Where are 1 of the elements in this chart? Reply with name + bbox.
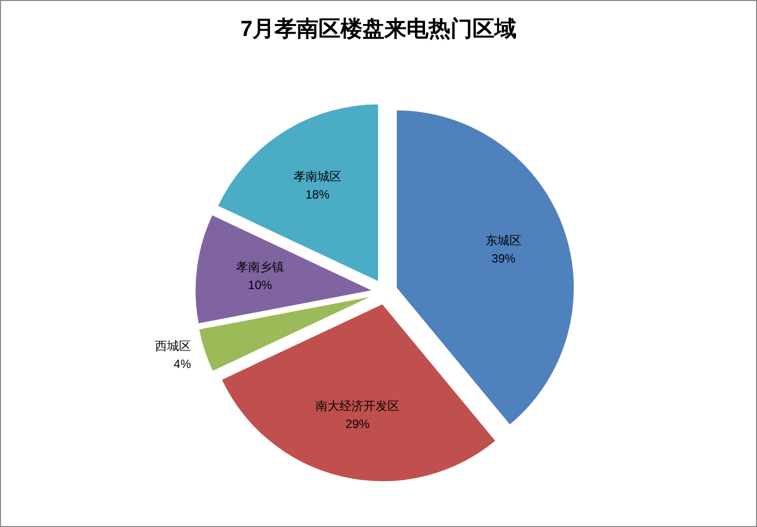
title: 7月孝南区楼盘来电热门区域 bbox=[240, 16, 517, 41]
